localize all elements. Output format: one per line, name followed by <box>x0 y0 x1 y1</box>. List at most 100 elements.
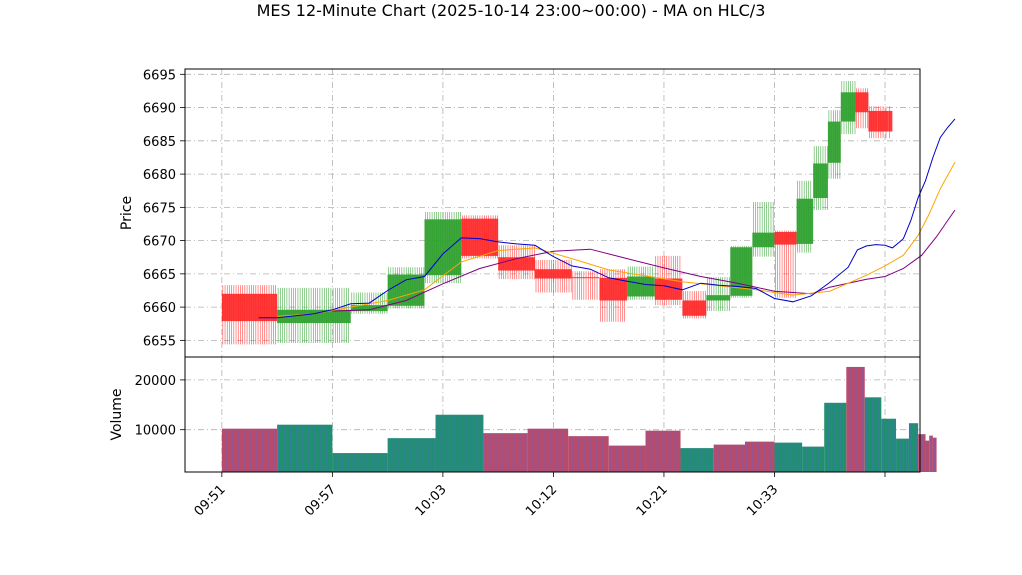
candle-down <box>868 106 878 139</box>
volume-bar-down <box>645 430 681 472</box>
volume-bar-up <box>802 446 825 472</box>
candle-up <box>840 80 856 135</box>
price-panel: 6655 6660 6665 6670 6675 6680 6685 6690 6695 Pric… <box>119 68 956 358</box>
price-tick-label: 6655 <box>143 334 176 349</box>
price-tick-label: 6670 <box>143 235 176 250</box>
volume-bar <box>568 436 609 472</box>
candle-down <box>654 255 683 306</box>
price-tick-label: 6665 <box>143 268 176 283</box>
candle-body <box>535 269 572 279</box>
volume-tick-label: 10000 <box>135 424 176 439</box>
volume-axes-frame <box>184 356 921 473</box>
candle-up <box>813 146 828 211</box>
price-axis-label: Price <box>119 196 135 230</box>
volume-bar-down <box>932 437 937 472</box>
volume-bar <box>802 446 825 472</box>
volume-bar <box>387 438 436 472</box>
volume-bar-up <box>908 423 919 472</box>
volume-bar-down <box>527 428 569 472</box>
price-tick-label: 6675 <box>143 201 176 216</box>
volume-bar <box>527 428 569 472</box>
volume-bar-up <box>864 397 882 472</box>
candle-body <box>827 121 841 163</box>
volume-tick-label: 20000 <box>135 374 176 389</box>
volume-bar <box>221 428 278 472</box>
candle-up <box>424 212 462 284</box>
ma-slow-line <box>332 209 956 312</box>
candle-body <box>868 110 878 132</box>
price-tick-label: 6660 <box>143 301 176 316</box>
candle-body <box>654 278 683 300</box>
volume-bar-up <box>387 438 436 472</box>
volume-bar-down <box>713 444 745 472</box>
candle-down <box>535 259 572 293</box>
candle-down <box>888 106 893 139</box>
volume-bar-down <box>608 445 646 472</box>
candle-down <box>885 106 889 139</box>
candle-body <box>706 295 731 301</box>
x-tick-label: 10:12 <box>523 482 560 519</box>
volume-bar-down <box>745 441 775 472</box>
volume-bar <box>896 438 909 472</box>
candle-body <box>424 219 462 276</box>
x-tick-label: 10:33 <box>744 482 781 519</box>
price-tick-label: 6695 <box>143 68 176 83</box>
candle-down <box>855 88 869 129</box>
ma-mid-line <box>277 161 956 317</box>
candle-up <box>730 245 753 298</box>
volume-bar <box>929 435 933 472</box>
volume-bar-down <box>568 436 609 472</box>
candle-body <box>813 163 828 199</box>
volume-bar <box>918 434 926 472</box>
candle-body <box>221 293 278 322</box>
candle-body <box>599 277 628 301</box>
chart-title: MES 12-Minute Chart (2025-10-14 23:00~00… <box>257 1 766 20</box>
volume-bar-down <box>483 433 528 472</box>
candle-body <box>888 110 893 132</box>
candle-down <box>461 215 499 259</box>
volume-panel: 10000 20000 09:51 09:57 10:03 10:12 10:21 10:33… <box>109 356 937 519</box>
candle-up <box>627 266 655 300</box>
volume-bar <box>864 397 882 472</box>
candle-body <box>855 92 869 113</box>
volume-bar-down <box>929 435 933 472</box>
volume-bar-down <box>846 366 865 472</box>
candle-body <box>350 305 388 312</box>
volume-bar-up <box>332 453 388 472</box>
volume-bar-up <box>881 418 897 472</box>
volume-bar <box>645 430 681 472</box>
price-tick-label: 6690 <box>143 102 176 117</box>
candle-down <box>221 285 278 345</box>
volume-bar <box>608 445 646 472</box>
candle-body <box>387 274 425 306</box>
candle-body <box>461 218 499 256</box>
volume-bar-up <box>680 448 714 472</box>
ma-fast-line <box>258 118 956 319</box>
candle-body <box>877 110 885 132</box>
candle-down <box>599 269 628 322</box>
volume-bar-up <box>896 438 909 472</box>
candle-up <box>706 277 731 312</box>
candle-up <box>827 110 841 179</box>
price-tick-label: 6685 <box>143 135 176 150</box>
candle-up <box>796 180 814 253</box>
volume-bar <box>713 444 745 472</box>
volume-bar-down <box>221 428 278 472</box>
volume-bar-up <box>435 414 484 472</box>
volume-bar-down <box>925 440 930 472</box>
candle-down <box>877 106 885 139</box>
volume-bar <box>332 453 388 472</box>
candle-body <box>752 232 775 248</box>
candle-body <box>627 276 655 297</box>
candle-down <box>774 230 797 298</box>
candle-up <box>752 202 775 257</box>
candle-body <box>840 92 856 122</box>
candle-body <box>571 277 600 279</box>
x-tick-label: 09:51 <box>192 482 229 519</box>
candle-body <box>498 257 535 271</box>
x-tick-label: 10:21 <box>634 482 671 519</box>
volume-bar <box>435 414 484 472</box>
volume-bar <box>824 402 847 472</box>
